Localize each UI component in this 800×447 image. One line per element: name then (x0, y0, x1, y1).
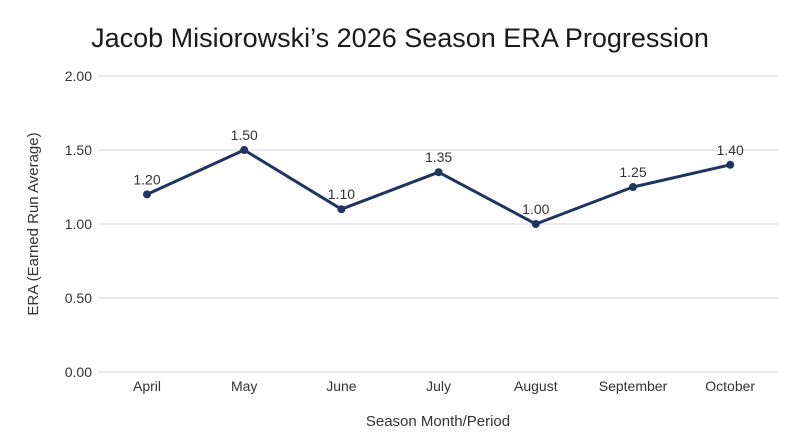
x-tick-label: July (426, 378, 451, 394)
data-point (531, 220, 540, 228)
y-tick-label: 0.00 (65, 364, 92, 380)
data-label: 1.20 (133, 171, 160, 187)
y-tick-labels: 0.00 0.50 1.00 1.50 2.00 (65, 68, 92, 380)
data-label: 1.00 (522, 201, 549, 217)
x-tick-label: August (514, 378, 558, 394)
x-tick-labels: April May June July August September October (133, 378, 755, 394)
data-label: 1.40 (717, 142, 744, 158)
data-point (726, 160, 735, 169)
data-label: 1.35 (425, 149, 452, 165)
data-label: 1.50 (231, 127, 258, 143)
data-point (629, 183, 637, 191)
y-tick-label: 2.00 (65, 68, 92, 84)
x-tick-label: June (326, 378, 357, 394)
gridlines (98, 75, 778, 373)
y-tick-label: 1.50 (65, 142, 92, 158)
data-labels: 1.20 1.50 1.10 1.35 1.00 1.25 1.40 (133, 127, 744, 217)
data-label: 1.10 (328, 186, 355, 202)
chart-title: Jacob Misiorowski’s 2026 Season ERA Prog… (91, 23, 709, 53)
data-point (240, 146, 249, 154)
x-tick-label: April (133, 378, 161, 394)
data-point (143, 190, 151, 199)
y-tick-label: 0.50 (65, 290, 92, 306)
data-points (143, 146, 735, 228)
data-point (337, 205, 346, 214)
data-point (434, 168, 443, 177)
x-tick-label: September (599, 378, 668, 394)
x-axis-label: Season Month/Period (366, 413, 510, 430)
x-tick-label: May (231, 378, 257, 394)
data-label: 1.25 (619, 164, 646, 180)
y-axis-label: ERA (Earned Run Average) (25, 132, 42, 315)
x-tick-label: October (705, 378, 755, 394)
y-tick-label: 1.00 (65, 216, 92, 232)
